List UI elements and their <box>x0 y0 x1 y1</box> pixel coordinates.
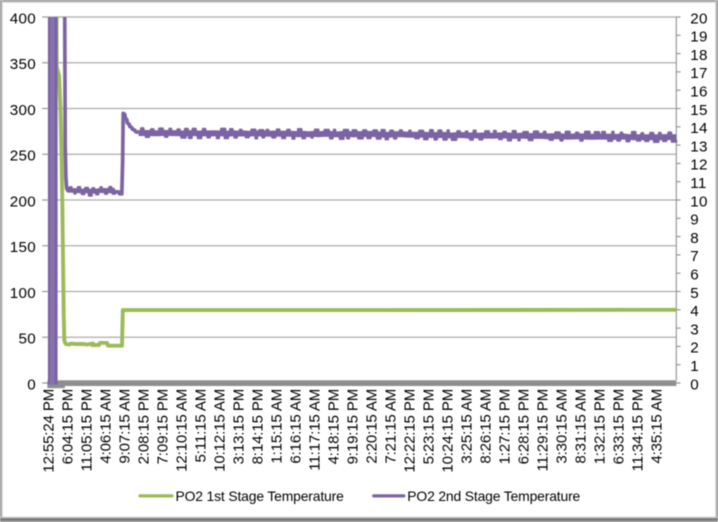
svg-text:2:08:15 PM: 2:08:15 PM <box>136 389 153 465</box>
svg-text:1: 1 <box>690 358 699 375</box>
svg-text:10: 10 <box>690 193 708 210</box>
svg-text:20: 20 <box>690 10 708 27</box>
svg-text:6:16:15 AM: 6:16:15 AM <box>288 389 305 464</box>
svg-text:250: 250 <box>10 148 36 165</box>
svg-text:7:21:15 AM: 7:21:15 AM <box>383 389 400 464</box>
svg-text:350: 350 <box>10 56 36 73</box>
svg-text:PO2 1st Stage Temperature: PO2 1st Stage Temperature <box>176 488 345 504</box>
svg-text:12:55:24 PM: 12:55:24 PM <box>41 389 58 473</box>
svg-text:PO2 2nd Stage Temperature: PO2 2nd Stage Temperature <box>407 488 580 504</box>
svg-text:5:11:15 AM: 5:11:15 AM <box>193 389 210 463</box>
svg-text:12: 12 <box>690 157 708 174</box>
svg-text:5:23:15 PM: 5:23:15 PM <box>421 389 438 465</box>
svg-text:200: 200 <box>10 193 36 210</box>
svg-text:300: 300 <box>10 102 36 119</box>
svg-text:2:20:15 AM: 2:20:15 AM <box>364 389 381 464</box>
svg-text:8: 8 <box>690 230 699 247</box>
svg-text:1:27:15 PM: 1:27:15 PM <box>497 389 514 465</box>
svg-text:400: 400 <box>10 10 36 27</box>
svg-text:8:31:15 AM: 8:31:15 AM <box>573 389 590 464</box>
svg-text:11:17:15 AM: 11:17:15 AM <box>307 389 324 471</box>
svg-text:8:26:15 AM: 8:26:15 AM <box>478 389 495 464</box>
svg-text:3: 3 <box>690 321 699 338</box>
svg-text:9: 9 <box>690 212 699 229</box>
svg-text:1:15:15 AM: 1:15:15 AM <box>269 389 286 464</box>
svg-text:11: 11 <box>690 175 706 192</box>
svg-text:11:05:15 PM: 11:05:15 PM <box>79 389 96 472</box>
svg-text:12:10:15 AM: 12:10:15 AM <box>174 389 191 472</box>
svg-text:0: 0 <box>690 376 699 393</box>
svg-text:18: 18 <box>690 47 708 64</box>
svg-text:8:14:15 PM: 8:14:15 PM <box>250 389 267 465</box>
svg-text:6:28:15 PM: 6:28:15 PM <box>516 389 533 465</box>
svg-text:3:25:15 AM: 3:25:15 AM <box>459 389 476 464</box>
svg-text:7: 7 <box>690 248 699 265</box>
svg-text:10:24:15 PM: 10:24:15 PM <box>440 389 457 473</box>
svg-text:6: 6 <box>690 267 699 284</box>
svg-text:5: 5 <box>690 285 699 302</box>
svg-text:3:30:15 AM: 3:30:15 AM <box>554 389 571 464</box>
svg-text:1:32:15 PM: 1:32:15 PM <box>592 389 609 465</box>
svg-text:6:04:15 PM: 6:04:15 PM <box>60 389 77 465</box>
svg-text:12:22:15 PM: 12:22:15 PM <box>402 389 419 473</box>
svg-text:4:06:15 AM: 4:06:15 AM <box>98 389 115 464</box>
svg-text:14: 14 <box>690 120 708 137</box>
svg-text:9:07:15 AM: 9:07:15 AM <box>117 389 134 464</box>
svg-text:19: 19 <box>690 29 708 46</box>
svg-text:100: 100 <box>10 285 36 302</box>
svg-text:9:19:15 PM: 9:19:15 PM <box>345 389 362 465</box>
svg-text:15: 15 <box>690 102 708 119</box>
svg-text:2: 2 <box>690 340 699 357</box>
svg-text:10:12:15 AM: 10:12:15 AM <box>212 389 229 472</box>
svg-text:16: 16 <box>690 84 708 101</box>
svg-text:11:29:15 PM: 11:29:15 PM <box>535 389 552 472</box>
svg-text:13: 13 <box>690 138 708 155</box>
svg-text:4:18:15 PM: 4:18:15 PM <box>326 389 343 465</box>
svg-text:3:13:15 PM: 3:13:15 PM <box>231 389 248 465</box>
svg-text:17: 17 <box>690 65 708 82</box>
svg-text:6:33:15 PM: 6:33:15 PM <box>611 389 628 465</box>
svg-text:7:09:15 PM: 7:09:15 PM <box>155 389 172 465</box>
svg-text:11:34:15 PM: 11:34:15 PM <box>630 389 647 472</box>
svg-text:0: 0 <box>27 376 36 393</box>
svg-text:4:35:15 AM: 4:35:15 AM <box>649 389 666 464</box>
svg-text:150: 150 <box>10 239 36 256</box>
svg-text:50: 50 <box>19 331 37 348</box>
svg-text:4: 4 <box>690 303 699 320</box>
